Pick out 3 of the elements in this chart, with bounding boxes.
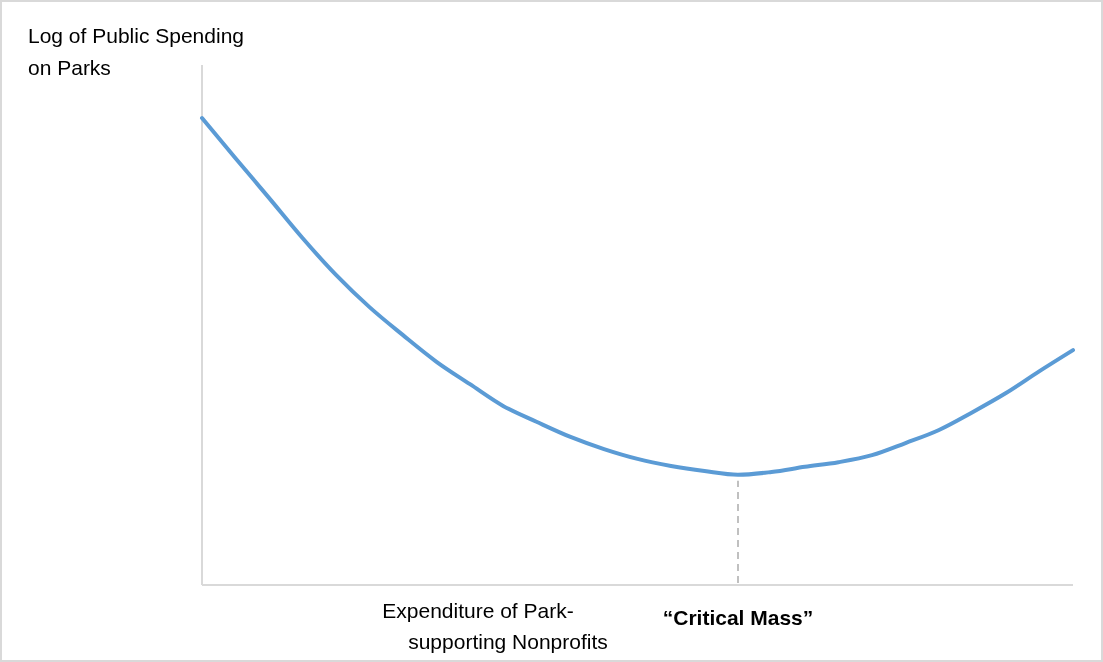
y-axis-title: Log of Public Spending on Parks <box>28 24 244 79</box>
x-axis-title: Expenditure of Park-supporting Nonprofits <box>382 599 608 653</box>
critical-mass-note: “Critical Mass” <box>662 606 814 629</box>
